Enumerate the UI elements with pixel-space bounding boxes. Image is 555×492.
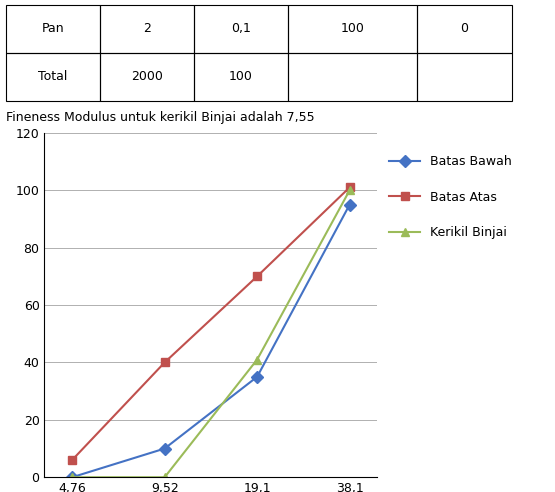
Bar (288, 5, 417, 53)
Text: 0,1: 0,1 (231, 23, 251, 35)
Text: Total: Total (38, 70, 67, 83)
Kerikil Binjai (254, 357, 260, 363)
Batas Atas (69, 457, 75, 463)
Bar (194, 53, 288, 101)
Batas Bawah (162, 446, 168, 452)
Bar (6, 5, 100, 53)
Text: 2000: 2000 (131, 70, 163, 83)
Batas Bawah (69, 474, 75, 480)
Line: Batas Atas: Batas Atas (68, 183, 354, 464)
Batas Bawah (346, 202, 353, 208)
Batas Atas (162, 360, 168, 366)
Kerikil Binjai (162, 474, 168, 480)
Bar (100, 53, 194, 101)
Bar (6, 53, 100, 101)
Line: Batas Bawah: Batas Bawah (68, 200, 354, 481)
Legend: Batas Bawah, Batas Atas, Kerikil Binjai: Batas Bawah, Batas Atas, Kerikil Binjai (384, 150, 517, 244)
Bar (417, 53, 512, 101)
Text: Fineness Modulus untuk kerikil Binjai adalah 7,55: Fineness Modulus untuk kerikil Binjai ad… (6, 111, 314, 123)
Bar (417, 5, 512, 53)
Text: 100: 100 (341, 23, 365, 35)
Bar (194, 5, 288, 53)
Batas Atas (254, 274, 260, 279)
Bar (288, 53, 417, 101)
Text: 2: 2 (143, 23, 151, 35)
Batas Bawah (254, 374, 260, 380)
Batas Atas (346, 184, 353, 190)
Kerikil Binjai (346, 187, 353, 193)
Kerikil Binjai (69, 474, 75, 480)
Text: 0: 0 (461, 23, 468, 35)
Text: Pan: Pan (41, 23, 64, 35)
Line: Kerikil Binjai: Kerikil Binjai (68, 186, 354, 481)
Text: 100: 100 (229, 70, 253, 83)
Bar (100, 5, 194, 53)
